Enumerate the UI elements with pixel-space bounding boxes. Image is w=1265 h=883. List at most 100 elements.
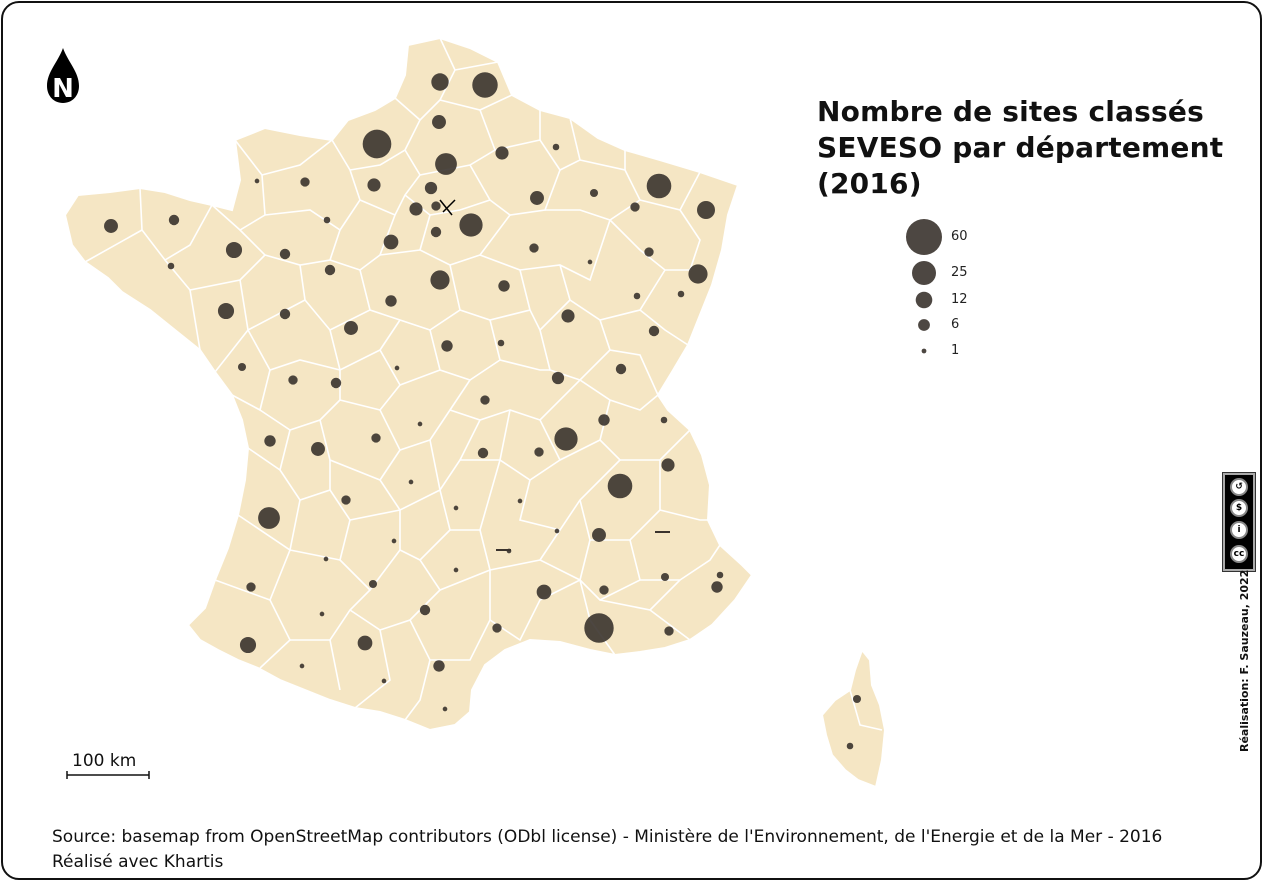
bubble-gironde xyxy=(258,507,280,529)
legend-label-60: 60 xyxy=(951,229,968,244)
bubble-creuse xyxy=(394,365,400,371)
bubble-somme xyxy=(432,115,446,129)
paris-dividers xyxy=(439,199,456,216)
bubble-morbihan xyxy=(167,262,175,270)
bubble-gers xyxy=(319,611,325,617)
bubble-oise xyxy=(435,153,457,175)
bubble-haute-marne xyxy=(587,259,593,265)
bubble-aude xyxy=(433,660,445,672)
nc-dollar-icon: $ xyxy=(1230,499,1248,517)
bubble-finistere xyxy=(104,219,118,233)
bubble-loire-atlantique xyxy=(217,302,235,320)
bubble-dordogne xyxy=(341,495,351,505)
map-title: Nombre de sites classés SEVESO par dépar… xyxy=(817,95,1224,200)
bubble-allier xyxy=(477,447,489,459)
bubble-hautes-pyrenees xyxy=(299,663,305,669)
bubble-charente xyxy=(311,442,325,456)
bubble-savoie xyxy=(661,458,675,472)
bubble-haute-loire xyxy=(517,498,523,504)
legend-circles xyxy=(906,219,942,354)
legend-circle-6 xyxy=(918,319,930,331)
bubble-nord xyxy=(472,72,498,98)
bubble-cote-d-or xyxy=(561,309,575,323)
bubble-drome xyxy=(592,528,606,542)
bubble-indre xyxy=(417,421,423,427)
bubble-cotes-d-armor xyxy=(168,214,180,226)
bubble-moselle xyxy=(646,173,672,199)
bubble-meurthe-et-moselle xyxy=(630,202,640,212)
bubble-ardeche xyxy=(554,528,560,534)
bubble-herault xyxy=(492,623,502,633)
bubble-sarthe xyxy=(324,264,336,276)
legend-label-6: 6 xyxy=(951,317,960,332)
bubble-cher xyxy=(497,339,505,347)
bubble-seine-maritime xyxy=(362,129,392,159)
bubble-jura xyxy=(615,363,627,375)
bubble-val-d-oise xyxy=(424,181,438,195)
sa-share-icon: ↺ xyxy=(1230,478,1248,496)
legend-circle-60 xyxy=(906,219,942,255)
bubble-seine-et-marne xyxy=(459,213,483,237)
north-letter: N xyxy=(52,74,74,104)
bubble-indre-et-loire xyxy=(344,321,358,335)
bubble-correze xyxy=(408,479,414,485)
bubble-alpes-de-haute-provence xyxy=(660,572,670,582)
bubble-pas-de-calais xyxy=(431,73,449,91)
bubble-haute-savoie xyxy=(660,416,668,424)
cc-by-nc-sa-icon: cc i $ ↺ xyxy=(1222,472,1256,572)
bubble-tarn xyxy=(419,604,431,616)
legend-circle-25 xyxy=(912,261,936,285)
bubble-layer xyxy=(104,72,862,750)
land-layer xyxy=(63,36,887,789)
bubble-lot xyxy=(391,538,397,544)
bubble-saone-et-loire xyxy=(551,371,565,385)
bubble-puy-de-dome xyxy=(441,340,453,352)
bubble-deux-sevres xyxy=(288,375,298,385)
bubble-var xyxy=(664,626,674,636)
scale-bar xyxy=(66,771,150,779)
bubble-bouches-du-rhone xyxy=(584,613,614,643)
bubble-ardennes xyxy=(552,143,560,151)
bubble-nievre xyxy=(480,395,490,405)
bubble-aveyron xyxy=(453,567,459,573)
bubble-vendee xyxy=(237,362,247,372)
bubble-loire xyxy=(534,447,544,457)
bubble-maine-et-loire xyxy=(279,308,291,320)
credit-text: Réalisation: F. Sauzeau, 2022 xyxy=(1238,569,1251,752)
scale-bar-label: 100 km xyxy=(72,751,137,771)
bubble-haut-rhin xyxy=(688,264,708,284)
bubble-orne xyxy=(323,216,331,224)
bubble-territoire-de-belfort xyxy=(677,290,685,298)
bubble-yonne xyxy=(498,280,510,292)
department-borders xyxy=(84,37,883,731)
bubble-charente-maritime xyxy=(264,435,276,447)
bubble-vaucluse xyxy=(599,585,609,595)
bubble-isere xyxy=(607,473,633,499)
bubble-loiret xyxy=(430,270,450,290)
bubble-loir-et-cher xyxy=(385,295,397,307)
bubble-haute-garonne xyxy=(357,635,373,651)
bubble-meuse xyxy=(589,188,599,198)
corsica xyxy=(820,647,887,789)
legend-circle-1 xyxy=(921,348,927,354)
bubble-haute-corse xyxy=(852,694,862,704)
bubble-pyrenees-orientales xyxy=(442,706,448,712)
legend-circle-12 xyxy=(915,291,933,309)
legend-label-12: 12 xyxy=(951,292,968,307)
by-person-icon: i xyxy=(1230,521,1248,539)
bubble-rhone xyxy=(554,427,578,451)
bubble-cantal xyxy=(453,505,459,511)
bubble-tarn-et-garonne xyxy=(368,579,378,589)
bubble-eure xyxy=(367,178,381,192)
legend-label-1: 1 xyxy=(951,343,960,358)
bubble-alpes-maritimes xyxy=(711,581,723,593)
bubble-eure-et-loir xyxy=(383,234,399,250)
bubble-essonne xyxy=(430,226,442,238)
bubble-aube xyxy=(529,243,539,253)
source-line-2: Réalisé avec Khartis xyxy=(52,852,224,872)
bubble-ille-et-vilaine xyxy=(225,241,243,259)
bubble-marne xyxy=(530,191,544,205)
bubble-mayenne xyxy=(279,248,291,260)
mainland-france xyxy=(63,36,754,732)
bubble-ain xyxy=(598,414,610,426)
